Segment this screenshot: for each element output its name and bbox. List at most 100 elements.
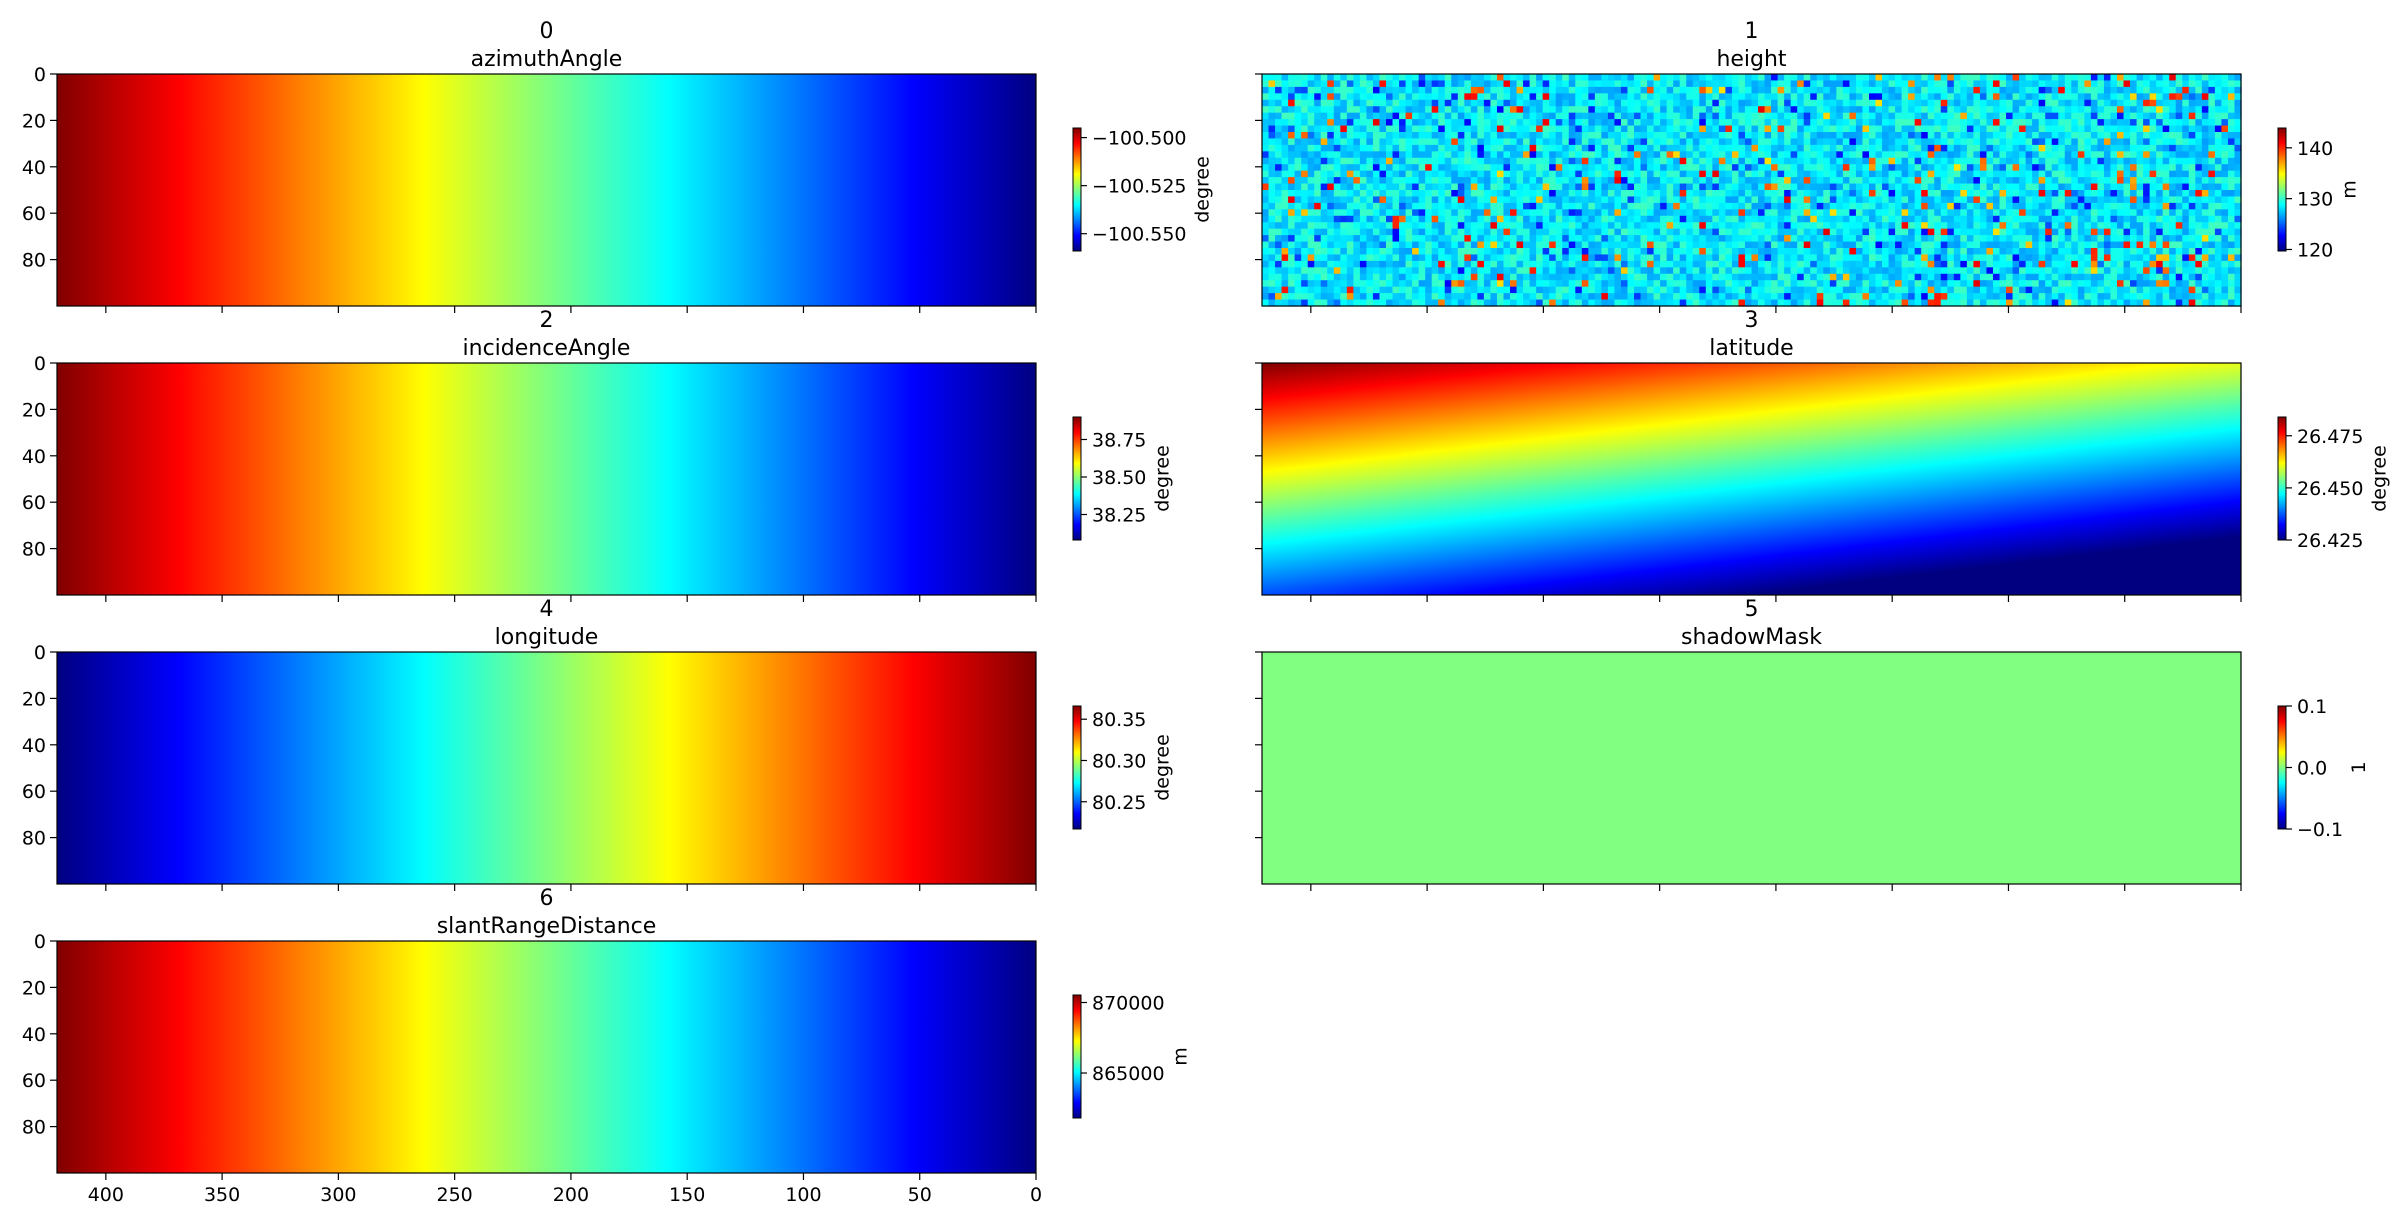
image-pixel	[1751, 119, 1759, 127]
image-pixel	[1718, 164, 1726, 172]
image-pixel	[2182, 215, 2190, 223]
image-pixel	[1392, 157, 1400, 165]
image-pixel	[2103, 99, 2112, 107]
image-pixel	[2136, 241, 2144, 249]
image-pixel	[2025, 138, 2033, 146]
image-pixel	[1731, 144, 1740, 152]
image-pixel	[1503, 119, 1511, 127]
image-pixel	[2182, 106, 2190, 114]
image-pixel	[2188, 112, 2196, 120]
image-pixel	[1594, 183, 1602, 191]
image-pixel	[1601, 138, 1609, 146]
image-pixel	[2182, 99, 2190, 107]
image-pixel	[1868, 151, 1877, 159]
image-pixel	[1562, 280, 1570, 288]
image-pixel	[1601, 215, 1609, 223]
image-pixel	[1333, 151, 1341, 159]
image-pixel	[1966, 164, 1975, 172]
image-pixel	[1744, 106, 1753, 114]
image-pixel	[1431, 112, 1439, 120]
image-pixel	[2090, 151, 2099, 159]
image-pixel	[1882, 86, 1890, 94]
image-pixel	[1784, 80, 1792, 88]
image-pixel	[1992, 112, 2001, 120]
image-pixel	[1979, 151, 1988, 159]
image-pixel	[1496, 125, 1505, 133]
image-pixel	[1842, 106, 1850, 114]
image-pixel	[2123, 183, 2131, 191]
image-pixel	[1744, 157, 1753, 165]
image-pixel	[1927, 267, 1935, 275]
image-pixel	[1366, 151, 1374, 159]
image-pixel	[1634, 235, 1642, 243]
image-pixel	[2123, 132, 2131, 140]
image-pixel	[1307, 164, 1315, 172]
image-pixel	[1927, 177, 1935, 185]
image-pixel	[1679, 196, 1687, 204]
image-pixel	[1496, 248, 1505, 256]
image-pixel	[1692, 164, 1700, 172]
image-pixel	[1601, 125, 1609, 133]
image-pixel	[1379, 190, 1387, 198]
image-pixel	[2025, 280, 2033, 288]
image-pixel	[1575, 99, 1583, 107]
image-pixel	[2025, 273, 2033, 281]
image-pixel	[2071, 132, 2079, 140]
image-pixel	[1803, 125, 1811, 133]
image-pixel	[1686, 248, 1694, 256]
image-pixel	[1829, 125, 1837, 133]
image-pixel	[1549, 267, 1557, 275]
image-pixel	[2195, 177, 2203, 185]
image-pixel	[1288, 222, 1296, 230]
image-pixel	[1555, 164, 1563, 172]
image-pixel	[2136, 74, 2144, 82]
image-pixel	[2188, 241, 2196, 249]
image-pixel	[2032, 86, 2040, 94]
image-pixel	[1503, 202, 1511, 210]
image-pixel	[1868, 248, 1877, 256]
image-pixel	[1549, 119, 1557, 127]
image-pixel	[2064, 273, 2072, 281]
image-pixel	[1607, 235, 1616, 243]
image-pixel	[1771, 280, 1779, 288]
image-pixel	[2045, 235, 2053, 243]
image-pixel	[1307, 260, 1315, 268]
image-pixel	[2188, 280, 2196, 288]
image-pixel	[1914, 190, 1922, 198]
image-pixel	[2175, 241, 2183, 249]
image-pixel	[1268, 99, 1276, 107]
image-pixel	[1979, 280, 1988, 288]
image-pixel	[1705, 209, 1713, 217]
image-pixel	[2234, 228, 2242, 236]
image-pixel	[1281, 157, 1289, 165]
image-pixel	[1784, 164, 1792, 172]
image-pixel	[1320, 170, 1328, 178]
image-pixel	[1470, 132, 1478, 140]
image-pixel	[1588, 151, 1596, 159]
image-pixel	[1614, 248, 1622, 256]
image-pixel	[1784, 280, 1792, 288]
image-pixel	[2045, 80, 2053, 88]
image-pixel	[2051, 222, 2059, 230]
image-pixel	[1979, 80, 1988, 88]
image-pixel	[2110, 74, 2118, 82]
image-pixel	[1262, 86, 1270, 94]
image-pixel	[1823, 177, 1831, 185]
image-pixel	[1973, 222, 1981, 230]
image-pixel	[2208, 106, 2216, 114]
image-pixel	[2169, 215, 2177, 223]
image-pixel	[2077, 112, 2085, 120]
image-pixel	[1699, 254, 1707, 262]
image-pixel	[1647, 119, 1655, 127]
image-pixel	[1882, 144, 1890, 152]
image-pixel	[1529, 202, 1537, 210]
image-pixel	[1457, 222, 1465, 230]
image-pixel	[1438, 170, 1446, 178]
image-pixel	[1979, 241, 1988, 249]
image-pixel	[1718, 190, 1726, 198]
image-pixel	[1836, 267, 1844, 275]
image-pixel	[1275, 228, 1283, 236]
image-pixel	[2077, 119, 2085, 127]
image-pixel	[2038, 222, 2046, 230]
image-pixel	[1399, 99, 1407, 107]
